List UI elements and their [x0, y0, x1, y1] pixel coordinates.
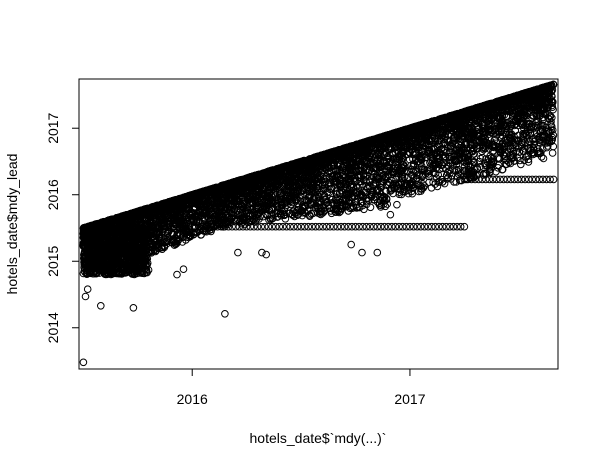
- data-point: [408, 189, 417, 198]
- data-point: [517, 143, 526, 151]
- data-point: [222, 203, 230, 212]
- data-point: [535, 126, 543, 134]
- data-point: [308, 184, 317, 193]
- data-point: [539, 109, 548, 118]
- data-point: [456, 176, 464, 184]
- data-point: [470, 144, 478, 153]
- data-point: [539, 106, 548, 114]
- data-point: [397, 163, 406, 172]
- data-point: [459, 166, 468, 175]
- data-point: [378, 173, 386, 181]
- data-point: [360, 205, 368, 214]
- data-point: [413, 171, 421, 180]
- data-point: [525, 120, 534, 128]
- data-point: [539, 154, 548, 163]
- data-point: [438, 164, 447, 173]
- data-point: [395, 152, 403, 161]
- data-point: [503, 112, 511, 121]
- data-point: [442, 149, 450, 157]
- data-point: [466, 126, 475, 135]
- data-point: [430, 168, 438, 177]
- data-point: [530, 140, 539, 149]
- data-point: [160, 242, 169, 250]
- data-point: [192, 215, 201, 224]
- data-point: [406, 180, 415, 188]
- data-point: [250, 215, 258, 224]
- data-point: [318, 180, 327, 189]
- data-point: [321, 196, 330, 204]
- data-point: [310, 192, 319, 200]
- data-point: [510, 132, 518, 141]
- data-point: [380, 192, 388, 201]
- data-point: [325, 173, 334, 181]
- data-point: [524, 158, 533, 166]
- data-point: [497, 108, 506, 116]
- data-point: [454, 168, 463, 176]
- data-point: [274, 199, 282, 208]
- data-point: [515, 137, 523, 145]
- data-point: [518, 121, 527, 129]
- data-point: [287, 200, 295, 209]
- data-point: [335, 180, 343, 189]
- data-point: [288, 211, 297, 219]
- data-point: [529, 112, 537, 120]
- data-point: [438, 178, 447, 186]
- data-point: [468, 130, 476, 139]
- data-point: [490, 136, 499, 144]
- data-point: [298, 208, 307, 217]
- data-point: [399, 174, 407, 183]
- data-point: [504, 142, 513, 150]
- data-point: [519, 129, 527, 138]
- data-point: [342, 177, 350, 186]
- data-point: [248, 217, 256, 225]
- data-point: [415, 143, 424, 151]
- data-point: [476, 129, 484, 137]
- data-point: [484, 130, 493, 138]
- data-point: [464, 157, 473, 166]
- data-point: [528, 148, 537, 157]
- data-point: [344, 207, 353, 215]
- data-point: [370, 196, 378, 204]
- points-layer: [79, 80, 558, 367]
- data-point: [440, 158, 448, 167]
- data-point: [383, 173, 392, 181]
- data-point: [454, 140, 463, 149]
- data-point: [249, 211, 257, 220]
- data-point: [368, 191, 377, 199]
- data-point: [431, 160, 439, 168]
- data-point: [494, 164, 502, 172]
- data-point: [238, 203, 246, 211]
- data-point: [296, 195, 305, 203]
- data-point: [435, 158, 444, 167]
- data-point: [434, 178, 443, 186]
- data-point: [506, 130, 514, 138]
- data-point: [517, 160, 525, 169]
- data-point: [390, 184, 399, 192]
- data-point: [543, 143, 551, 152]
- data-point: [338, 163, 347, 172]
- data-point: [520, 111, 529, 119]
- data-point: [366, 203, 375, 212]
- data-point: [225, 205, 234, 213]
- data-point: [473, 165, 482, 174]
- data-point: [548, 149, 557, 157]
- data-point: [415, 187, 423, 196]
